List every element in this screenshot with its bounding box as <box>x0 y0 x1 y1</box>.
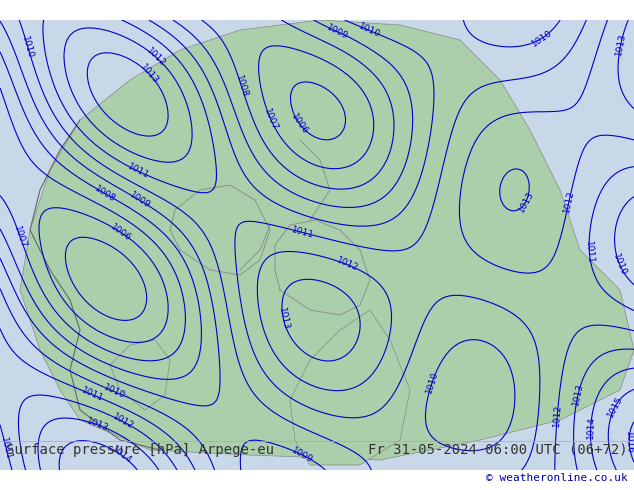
Text: 1013: 1013 <box>85 416 110 433</box>
Text: 1013: 1013 <box>276 307 290 331</box>
Text: 1007: 1007 <box>262 107 280 132</box>
Text: 1007: 1007 <box>13 225 29 250</box>
Text: 1014: 1014 <box>586 416 596 440</box>
Text: 1014: 1014 <box>109 444 133 466</box>
Text: 1010: 1010 <box>20 35 36 59</box>
Text: 1012: 1012 <box>145 46 167 69</box>
Text: 1012: 1012 <box>562 189 576 213</box>
Text: 1011: 1011 <box>290 225 315 240</box>
Text: 1009: 1009 <box>325 23 350 41</box>
Text: 1010: 1010 <box>611 252 628 277</box>
Text: 1010: 1010 <box>424 370 440 395</box>
Text: 1008: 1008 <box>93 184 117 203</box>
Text: 1010: 1010 <box>357 22 382 39</box>
Text: 1015: 1015 <box>605 394 624 419</box>
Text: 1013: 1013 <box>571 382 585 407</box>
Text: 1013: 1013 <box>517 189 536 214</box>
Text: 1010: 1010 <box>530 28 554 49</box>
Text: 1011: 1011 <box>0 437 13 461</box>
Text: 1016: 1016 <box>624 431 634 454</box>
Text: 1010: 1010 <box>102 383 127 401</box>
Polygon shape <box>20 20 634 460</box>
Text: 1011: 1011 <box>80 386 105 404</box>
Text: 1012: 1012 <box>552 404 562 427</box>
Text: 1011: 1011 <box>126 162 150 180</box>
Text: 1012: 1012 <box>335 256 359 273</box>
Text: 1009: 1009 <box>128 191 152 211</box>
Text: 1011: 1011 <box>584 241 595 264</box>
Text: 1008: 1008 <box>234 74 249 99</box>
Text: 1012: 1012 <box>111 412 135 431</box>
Text: 1006: 1006 <box>109 222 133 243</box>
Text: Fr 31-05-2024 06:00 UTC (06+72): Fr 31-05-2024 06:00 UTC (06+72) <box>368 442 628 457</box>
Text: 1013: 1013 <box>614 32 628 56</box>
Polygon shape <box>110 340 170 410</box>
Text: 1013: 1013 <box>139 63 160 86</box>
Text: © weatheronline.co.uk: © weatheronline.co.uk <box>486 473 628 483</box>
Polygon shape <box>290 310 410 465</box>
Text: 1006: 1006 <box>289 112 309 136</box>
Text: Surface pressure [hPa] Arpege-eu: Surface pressure [hPa] Arpege-eu <box>6 442 275 457</box>
Text: 1009: 1009 <box>290 446 315 465</box>
